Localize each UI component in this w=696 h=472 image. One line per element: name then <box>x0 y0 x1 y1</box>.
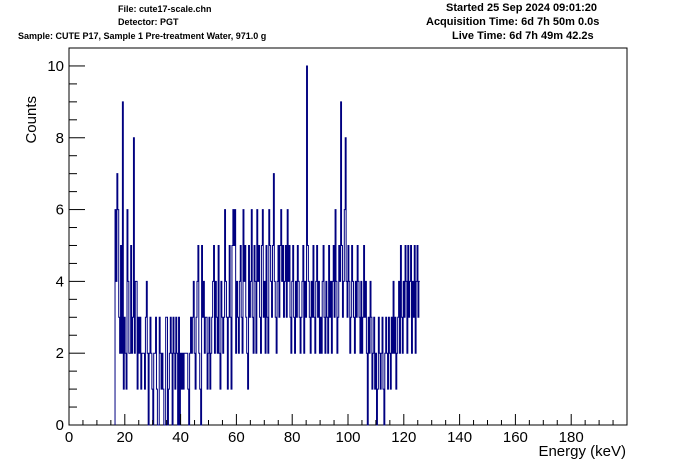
y-axis-ticks: 0 2 4 6 8 10 <box>47 47 85 434</box>
x-tick-label: 140 <box>447 429 472 446</box>
y-axis-label: Counts <box>23 96 40 144</box>
file-label: File: cute17-scale.chn <box>118 4 212 14</box>
y-tick-label: 2 <box>56 345 64 362</box>
y-tick-label: 4 <box>56 273 64 290</box>
x-tick-label: 80 <box>284 429 301 446</box>
x-tick-label: 0 <box>65 429 73 446</box>
acquisition-time-label: Acquisition Time: 6d 7h 50m 0.0s <box>426 16 600 28</box>
y-tick-label: 6 <box>56 202 64 219</box>
x-tick-label: 180 <box>559 429 584 446</box>
x-tick-label: 160 <box>503 429 528 446</box>
x-tick-label: 120 <box>391 429 416 446</box>
y-tick-label: 8 <box>56 130 64 147</box>
plot-frame <box>68 47 628 426</box>
y-tick-label: 0 <box>56 417 64 434</box>
x-axis-label: Energy (keV) <box>538 443 626 460</box>
x-tick-label: 60 <box>228 429 245 446</box>
x-tick-label: 40 <box>172 429 189 446</box>
x-tick-label: 100 <box>335 429 360 446</box>
detector-label: Detector: PGT <box>118 17 179 27</box>
sample-label: Sample: CUTE P17, Sample 1 Pre-treatment… <box>18 31 267 41</box>
x-tick-label: 20 <box>116 429 133 446</box>
histogram-line <box>114 65 420 426</box>
live-time-label: Live Time: 6d 7h 49m 42.2s <box>452 30 594 42</box>
started-label: Started 25 Sep 2024 09:01:20 <box>446 2 598 14</box>
x-axis-ticks: 0 20 40 60 80 100 120 140 160 180 <box>65 414 628 446</box>
y-tick-label: 10 <box>47 58 64 75</box>
